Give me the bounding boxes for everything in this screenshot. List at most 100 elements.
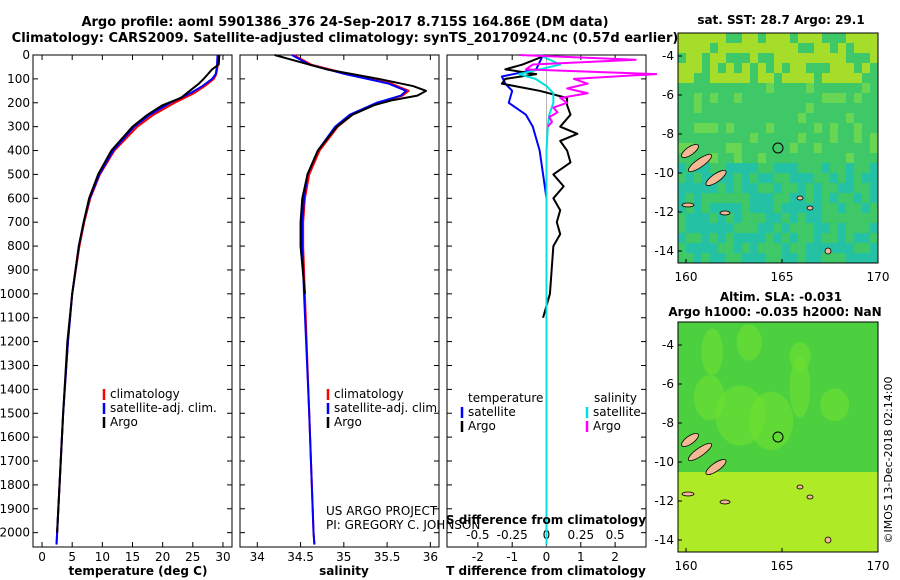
sla-blob bbox=[748, 391, 794, 451]
sst-cell bbox=[678, 183, 686, 193]
sst-cell bbox=[750, 183, 758, 193]
sst-cell bbox=[710, 123, 718, 133]
x-tick-label: 1 bbox=[577, 550, 585, 564]
island bbox=[681, 202, 695, 208]
sst-cell bbox=[750, 253, 758, 263]
sst-cell bbox=[806, 253, 814, 263]
map-y-tick-label: -6 bbox=[662, 377, 674, 391]
sst-cell bbox=[798, 113, 806, 123]
pi-credit: PI: GREGORY C. JOHNSON bbox=[326, 518, 480, 532]
sst-cell bbox=[734, 233, 742, 243]
temperature-axis-label: temperature (deg C) bbox=[69, 564, 208, 578]
sst-cell bbox=[694, 43, 702, 53]
sst-cell bbox=[838, 73, 846, 83]
map-y-tick-label: -4 bbox=[662, 49, 674, 63]
x-tick-label: 35 bbox=[336, 550, 351, 564]
legend-label: climatology bbox=[334, 387, 404, 401]
sst-cell bbox=[766, 173, 774, 183]
sst-cell bbox=[782, 223, 790, 233]
sst-cell bbox=[694, 63, 702, 73]
legend-label: satellite-adj. clim. bbox=[110, 401, 217, 415]
sst-cell bbox=[806, 103, 814, 113]
sst-cell bbox=[750, 43, 758, 53]
sst-cell bbox=[870, 143, 878, 153]
depth-tick-label: 600 bbox=[7, 191, 30, 205]
legend-label: satellite bbox=[593, 405, 641, 419]
map-y-tick-label: -14 bbox=[654, 533, 674, 547]
sst-cell bbox=[718, 73, 726, 83]
map-y-tick-label: -10 bbox=[654, 166, 674, 180]
x-tick-label: 0 bbox=[543, 550, 551, 564]
island bbox=[719, 210, 731, 216]
sst-cell bbox=[718, 213, 726, 223]
sst-cell bbox=[710, 93, 718, 103]
sst-cell bbox=[678, 43, 686, 53]
sst-map-title: sat. SST: 28.7 Argo: 29.1 bbox=[697, 13, 864, 27]
series-line-argo bbox=[274, 54, 428, 294]
sst-cell bbox=[846, 243, 854, 253]
sst-cell bbox=[758, 253, 766, 263]
sst-cell bbox=[758, 193, 766, 203]
sst-cell bbox=[742, 163, 750, 173]
sst-cell bbox=[790, 163, 798, 173]
map-y-tick-label: -10 bbox=[654, 455, 674, 469]
sst-cell bbox=[814, 143, 822, 153]
sst-cell bbox=[830, 173, 838, 183]
sla-blob bbox=[789, 357, 811, 418]
map-y-tick-label: -12 bbox=[654, 205, 674, 219]
sst-cell bbox=[678, 63, 686, 73]
depth-tick-label: 900 bbox=[7, 263, 30, 277]
depth-tick-label: 1300 bbox=[0, 358, 30, 372]
sst-cell bbox=[742, 173, 750, 183]
map-y-tick-label: -14 bbox=[654, 244, 674, 258]
island bbox=[681, 432, 699, 448]
sst-cell bbox=[790, 203, 798, 213]
depth-tick-label: 1700 bbox=[0, 454, 30, 468]
project-credit: US ARGO PROJECT bbox=[326, 504, 438, 518]
depth-tick-label: 500 bbox=[7, 167, 30, 181]
sst-cell bbox=[734, 43, 742, 53]
sst-cell bbox=[798, 33, 806, 43]
depth-tick-label: 1600 bbox=[0, 430, 30, 444]
sst-cell bbox=[806, 213, 814, 223]
depth-tick-label: 0 bbox=[22, 48, 30, 62]
sst-cell bbox=[678, 233, 686, 243]
sst-cell bbox=[726, 223, 734, 233]
sst-cell bbox=[686, 213, 694, 223]
sst-cell bbox=[694, 243, 702, 253]
sst-cell bbox=[822, 163, 830, 173]
sst-cell bbox=[758, 223, 766, 233]
sst-cell bbox=[782, 253, 790, 263]
depth-tick-label: 300 bbox=[7, 120, 30, 134]
sst-cell bbox=[750, 193, 758, 203]
sst-cell bbox=[798, 173, 806, 183]
sst-cell bbox=[830, 193, 838, 203]
map-y-tick-label: -6 bbox=[662, 88, 674, 102]
map-y-tick-label: -8 bbox=[662, 416, 674, 430]
sla-blob bbox=[701, 328, 723, 376]
sst-cell bbox=[854, 43, 862, 53]
sst-cell bbox=[702, 33, 710, 43]
sst-cell bbox=[782, 73, 790, 83]
sst-cell bbox=[830, 73, 838, 83]
sst-cell bbox=[734, 73, 742, 83]
plot-frame bbox=[239, 54, 440, 548]
sst-cell bbox=[822, 43, 830, 53]
sst-cell bbox=[790, 43, 798, 53]
sst-cell bbox=[766, 43, 774, 53]
sst-cell bbox=[862, 203, 870, 213]
island bbox=[687, 442, 713, 462]
sst-cell bbox=[726, 43, 734, 53]
sst-cell bbox=[766, 223, 774, 233]
sst-cell bbox=[678, 143, 686, 153]
sst-cell bbox=[830, 133, 838, 143]
island bbox=[705, 458, 727, 476]
sst-cell bbox=[870, 223, 878, 233]
sst-cell bbox=[862, 253, 870, 263]
series-line-argo bbox=[519, 54, 658, 128]
sst-cell bbox=[718, 43, 726, 53]
salinity-panel: 34 34.5 35 35.5 36 climatologysatellite-adj. … bbox=[239, 54, 441, 564]
sst-cell bbox=[806, 83, 814, 93]
sst-cell bbox=[750, 243, 758, 253]
